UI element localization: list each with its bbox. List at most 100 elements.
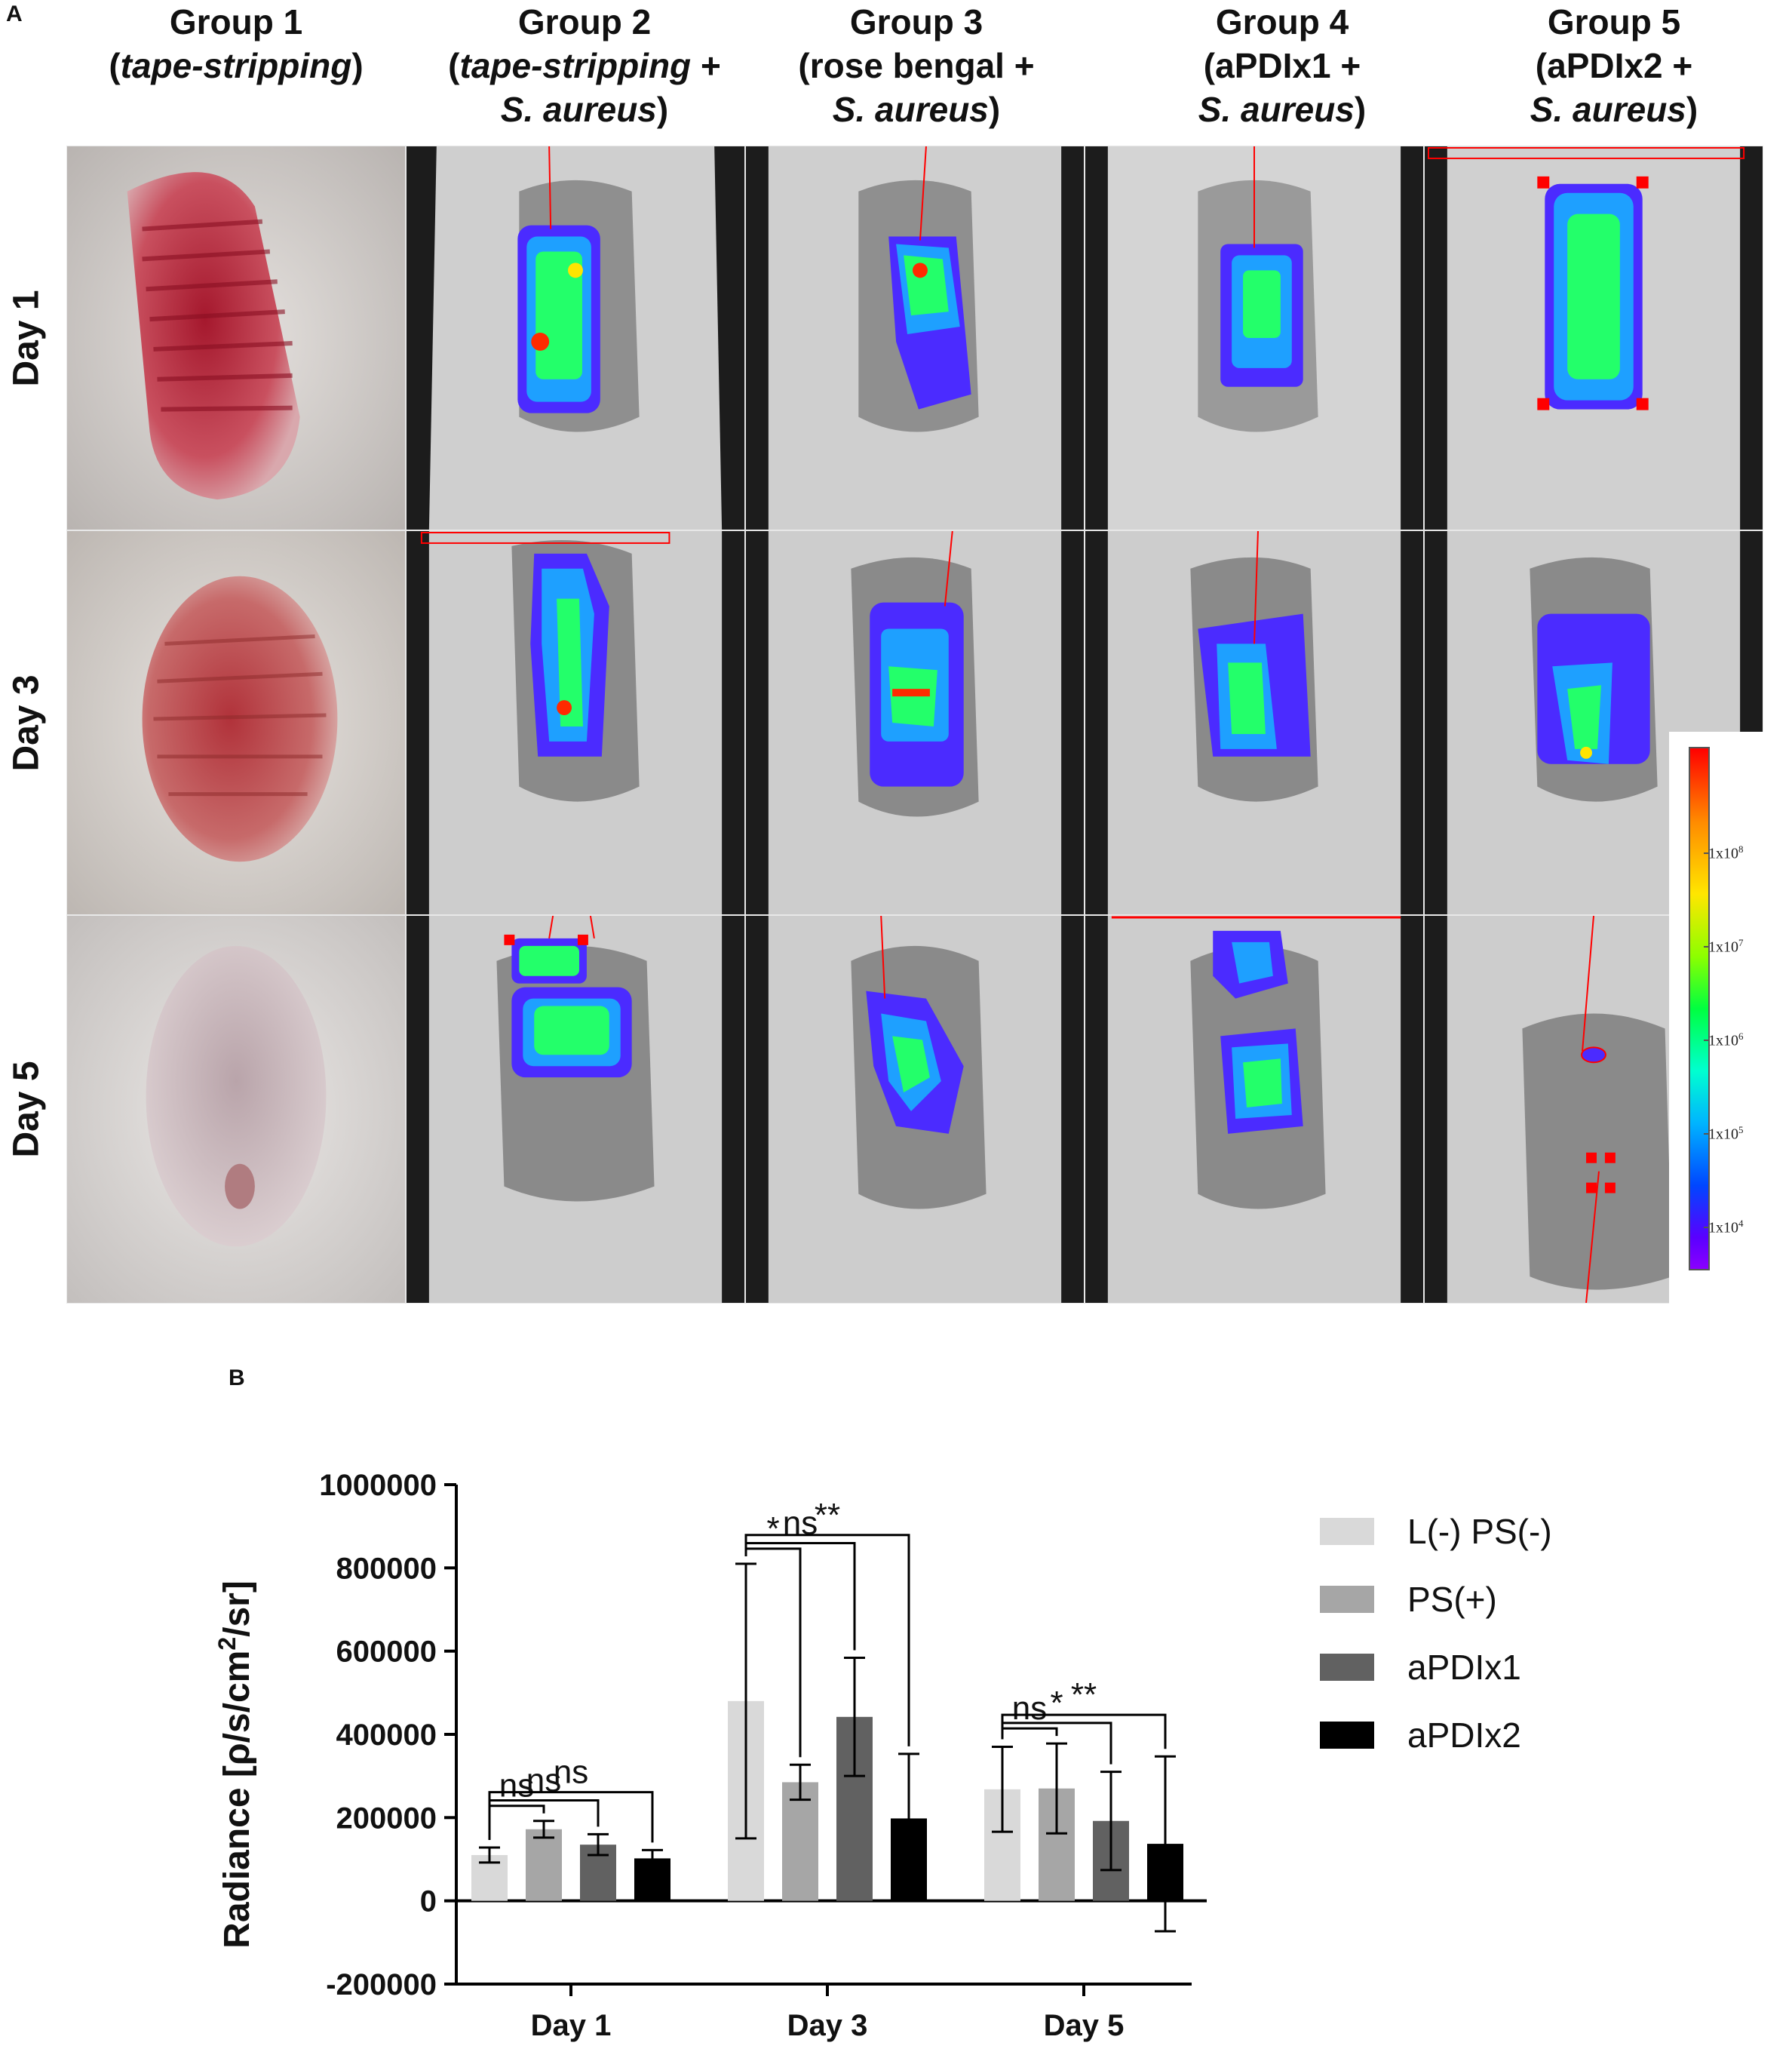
bioluminescence-group3-day5: [745, 915, 1085, 1304]
tick-base: 1x10: [1708, 845, 1738, 862]
panel-b-label: B: [229, 1365, 245, 1390]
header-line-2: (tape-stripping +: [448, 46, 721, 85]
row-label-text: Day 3: [6, 674, 47, 772]
bioluminescence-image: [1085, 916, 1423, 1303]
colorbar-tick: 1x107: [1704, 937, 1744, 957]
y-tick-label: 800000: [336, 1552, 437, 1585]
legend-item: L(-) PS(-): [1320, 1497, 1552, 1565]
tick-exponent: 6: [1738, 1031, 1744, 1042]
row-label-text: Day 1: [6, 289, 47, 387]
row-label-day-1: Day 1: [0, 146, 53, 530]
header-line-2: (rose bengal +: [798, 46, 1035, 85]
header-italic: tape-stripping: [459, 46, 692, 85]
bioluminescence-group2-day3: [406, 530, 745, 915]
tick-base: 1x10: [1708, 1126, 1738, 1143]
image-grid: [66, 146, 1763, 1304]
photo-group1-day5: [66, 915, 406, 1304]
column-header-group-3: Group 3 (rose bengal + S. aureus): [750, 0, 1082, 131]
header-italic: tape-stripping: [120, 46, 352, 85]
tick-base: 1x10: [1708, 938, 1738, 956]
row-label-day-5: Day 5: [0, 915, 53, 1304]
header-line-1: Group 5: [1547, 2, 1681, 41]
tick-base: 1x10: [1708, 1032, 1738, 1049]
y-tick-label: 200000: [336, 1802, 437, 1835]
header-italic: S. aureus: [500, 90, 657, 129]
significance-bracket: [744, 1534, 910, 1746]
header-line-3: S. aureus): [1198, 90, 1367, 129]
header-line-2: (aPDIx1 +: [1203, 46, 1361, 85]
column-header-group-4: Group 4 (aPDIx1 + S. aureus): [1116, 0, 1448, 131]
skin-photo: [67, 531, 405, 914]
legend-label: PS(+): [1407, 1580, 1497, 1619]
bioluminescence-image: [1425, 146, 1763, 530]
photo-group1-day1: [66, 146, 406, 530]
header-italic: S. aureus: [1198, 90, 1355, 129]
bioluminescence-image: [407, 916, 744, 1303]
column-header-group-5: Group 5 (aPDIx2 + S. aureus): [1448, 0, 1780, 131]
legend-label: aPDIx2: [1407, 1716, 1521, 1755]
row-label-text: Day 5: [6, 1061, 47, 1158]
bioluminescence-image: [407, 146, 744, 530]
chart-legend: L(-) PS(-) PS(+) aPDIx1 aPDIx2: [1320, 1497, 1552, 1769]
y-axis-label: Radiance [ρ/s/cm2/sr]: [213, 1580, 257, 1949]
colorbar-tick: 1x108: [1704, 843, 1744, 863]
header-line-1: Group 3: [849, 2, 983, 41]
tick-base: 1x10: [1708, 1219, 1738, 1236]
panel-a-label: A: [6, 2, 23, 26]
significance-label: ns: [1012, 1690, 1047, 1727]
x-tick-label: Day 1: [531, 2009, 612, 2042]
significance-bracket: [488, 1791, 654, 1843]
skin-photo: [67, 146, 405, 530]
significance-label: **: [815, 1497, 840, 1534]
y-tick-label: -200000: [326, 1968, 437, 2001]
tick-exponent: 7: [1738, 937, 1744, 948]
header-line-2: (aPDIx2 +: [1535, 46, 1693, 85]
bioluminescence-image: [1425, 531, 1763, 914]
colorbar-tick: 1x104: [1704, 1218, 1744, 1237]
legend-label: aPDIx1: [1407, 1648, 1521, 1687]
column-header-group-1: Group 1 (tape-stripping): [70, 0, 402, 88]
radiance-bar-chart: -200000 0 200000 400000 600000 800000 1000000 R…: [213, 1469, 1207, 2042]
color-gradient: [1689, 747, 1710, 1270]
header-line-2: (tape-stripping): [109, 46, 364, 85]
significance-label: ns: [554, 1754, 588, 1791]
legend-item: aPDIx1: [1320, 1633, 1552, 1701]
significance-label: *: [766, 1510, 779, 1547]
bioluminescence-group2-day1: [406, 146, 745, 530]
significance-bracket: [1001, 1713, 1167, 1749]
photo-group1-day3: [66, 530, 406, 915]
header-line-3: S. aureus): [1530, 90, 1698, 129]
header-italic: S. aureus: [832, 90, 989, 129]
color-scale-bar: 1x108 1x107 1x106 1x105 1x104: [1669, 732, 1792, 1305]
bioluminescence-image: [746, 531, 1084, 914]
legend-swatch: [1320, 1722, 1374, 1749]
tick-exponent: 8: [1738, 843, 1744, 855]
header-line-1: Group 1: [169, 2, 303, 41]
bioluminescence-image: [1085, 146, 1423, 530]
significance-label: ns: [499, 1768, 534, 1805]
skin-photo: [67, 916, 405, 1303]
header-line-3: S. aureus): [832, 90, 1001, 129]
tick-exponent: 5: [1738, 1124, 1744, 1135]
bioluminescence-group3-day1: [745, 146, 1085, 530]
legend-label: L(-) PS(-): [1407, 1512, 1552, 1551]
bioluminescence-group3-day3: [745, 530, 1085, 915]
legend-item: PS(+): [1320, 1565, 1552, 1633]
header-line-1: Group 4: [1215, 2, 1349, 41]
tick-exponent: 4: [1738, 1218, 1744, 1229]
legend-item: aPDIx2: [1320, 1701, 1552, 1769]
bioluminescence-image: [407, 531, 744, 914]
colorbar-tick: 1x106: [1704, 1031, 1744, 1050]
y-tick-label: 1000000: [319, 1469, 437, 1502]
significance-bracket: [1001, 1727, 1058, 1740]
header-line-1: Group 2: [517, 2, 652, 41]
bar: [782, 1782, 818, 1901]
bioluminescence-group2-day5: [406, 915, 745, 1304]
significance-label: *: [1050, 1685, 1063, 1722]
row-label-day-3: Day 3: [0, 530, 53, 915]
bar: [526, 1829, 562, 1901]
significance-label: **: [1071, 1676, 1097, 1713]
x-tick-label: Day 3: [787, 2009, 868, 2042]
column-header-group-2: Group 2 (tape-stripping + S. aureus): [419, 0, 750, 131]
legend-swatch: [1320, 1586, 1374, 1613]
